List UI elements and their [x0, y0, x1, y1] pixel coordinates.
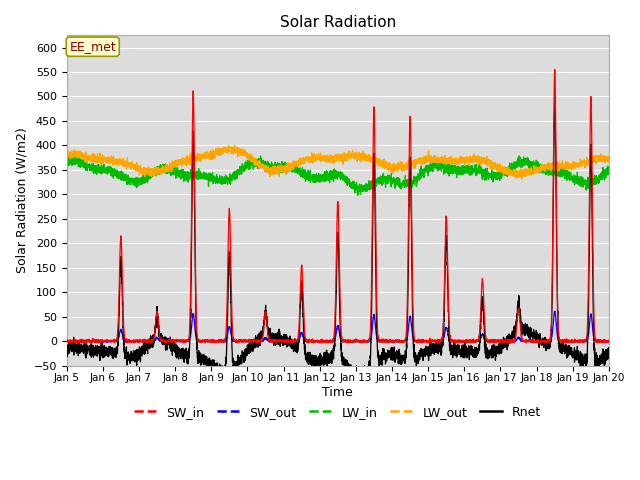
Legend: SW_in, SW_out, LW_in, LW_out, Rnet: SW_in, SW_out, LW_in, LW_out, Rnet — [129, 401, 547, 424]
X-axis label: Time: Time — [323, 386, 353, 399]
Title: Solar Radiation: Solar Radiation — [280, 15, 396, 30]
Text: EE_met: EE_met — [69, 40, 116, 53]
Y-axis label: Solar Radiation (W/m2): Solar Radiation (W/m2) — [15, 128, 28, 273]
